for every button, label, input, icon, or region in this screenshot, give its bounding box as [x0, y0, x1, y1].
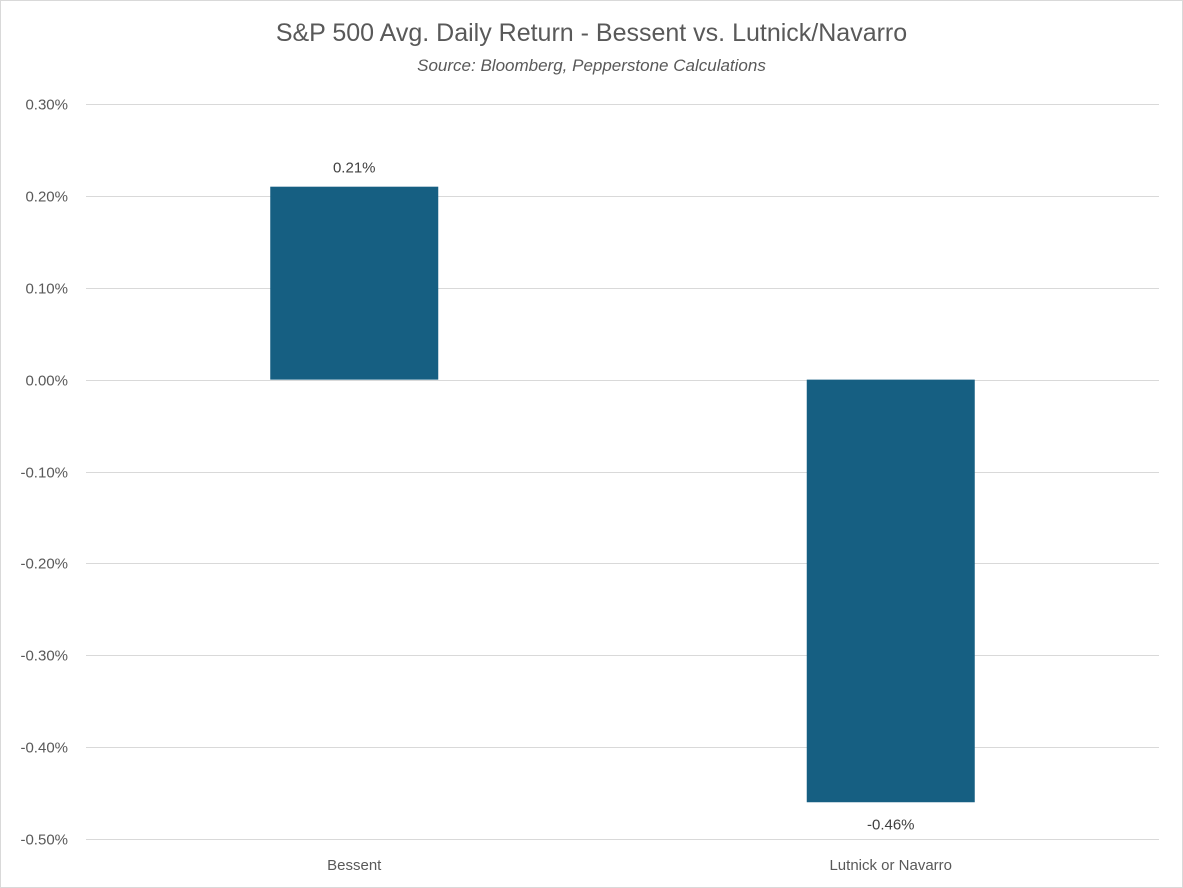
y-tick-label: -0.10%: [20, 465, 68, 482]
bars: [270, 186, 975, 803]
data-label: -0.46%: [867, 816, 915, 833]
x-axis-ticks: Bessent Lutnick or Navarro: [327, 857, 952, 874]
y-tick-label: -0.20%: [20, 556, 68, 573]
bar-1: [270, 186, 439, 380]
data-labels: 0.21% -0.46%: [333, 160, 915, 834]
y-tick-label: -0.50%: [20, 832, 68, 849]
data-label: 0.21%: [333, 160, 376, 177]
y-tick-label: 0.20%: [25, 189, 68, 206]
y-tick-label: 0.30%: [25, 97, 68, 114]
bar-2: [806, 379, 975, 803]
x-tick-label: Lutnick or Navarro: [829, 857, 952, 874]
y-tick-label: -0.40%: [20, 740, 68, 757]
y-tick-label: 0.10%: [25, 281, 68, 298]
gridlines: [86, 104, 1159, 840]
y-axis-ticks: 0.30% 0.20% 0.10% 0.00% -0.10% -0.20% -0.30% -0…: [20, 97, 68, 849]
y-tick-label: -0.30%: [20, 648, 68, 665]
y-tick-label: 0.00%: [25, 373, 68, 390]
chart-title: S&P 500 Avg. Daily Return - Bessent vs. …: [275, 19, 908, 47]
x-tick-label: Bessent: [327, 857, 382, 874]
chart-subtitle: Source: Bloomberg, Pepperstone Calculati…: [417, 56, 766, 75]
